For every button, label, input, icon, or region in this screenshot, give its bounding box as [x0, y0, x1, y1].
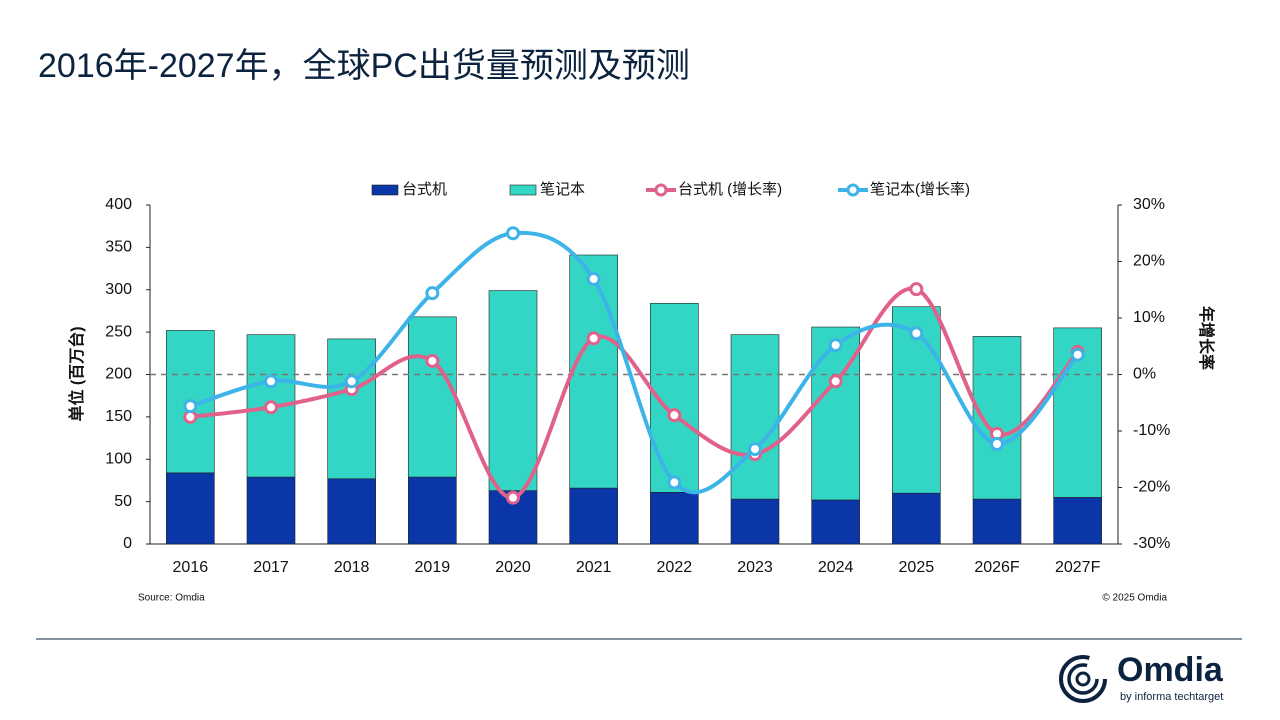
- y-tick-label: 400: [105, 196, 132, 213]
- y-tick-label: 50: [114, 493, 132, 510]
- bar: [327, 478, 376, 545]
- x-tick-label: 2023: [737, 559, 773, 576]
- legend-label: 笔记本(增长率): [870, 181, 970, 198]
- legend-swatch: [371, 184, 399, 196]
- x-tick-label: 2019: [415, 559, 451, 576]
- bar: [730, 498, 780, 545]
- bar: [408, 316, 457, 478]
- line-point: [828, 338, 843, 353]
- y2-tick-label: 0%: [1133, 366, 1156, 383]
- bar: [569, 487, 618, 545]
- bar: [327, 338, 376, 480]
- line-point: [264, 400, 278, 415]
- y2-tick-label: -20%: [1133, 479, 1170, 496]
- y-tick-label: 200: [105, 366, 132, 383]
- legend-label: 台式机 (增长率): [678, 181, 782, 198]
- y2-tick-label: 30%: [1133, 196, 1165, 213]
- x-tick-label: 2016: [173, 559, 209, 576]
- x-tick-label: 2022: [657, 559, 693, 576]
- line-point: [183, 399, 198, 414]
- line-point: [667, 475, 682, 490]
- bar: [246, 476, 296, 545]
- y-axis-label: 单位 (百万台): [67, 326, 86, 421]
- line-point: [425, 353, 440, 368]
- legend-label: 笔记本: [540, 181, 585, 198]
- line-point: [425, 286, 440, 301]
- copyright-note: © 2025 Omdia: [1102, 593, 1167, 604]
- logo-icon: [1059, 655, 1107, 703]
- x-tick-label: 2021: [576, 559, 612, 576]
- y2-tick-label: -10%: [1133, 422, 1170, 439]
- legend-swatch: [654, 183, 668, 197]
- line-point: [586, 272, 601, 287]
- x-tick-label: 2018: [334, 559, 370, 576]
- bar: [408, 476, 457, 545]
- x-tick-label: 2017: [253, 559, 289, 576]
- x-tick-label: 2024: [818, 559, 854, 576]
- chart-title: 2016年-2027年，全球PC出货量预测及预测: [38, 47, 690, 85]
- bar: [811, 326, 860, 501]
- x-tick-label: 2020: [495, 559, 531, 576]
- line-point: [667, 408, 682, 423]
- source-note: Source: Omdia: [138, 593, 205, 604]
- line-point: [990, 436, 1004, 451]
- bar: [972, 498, 1022, 545]
- x-tick-label: 2025: [899, 559, 935, 576]
- line-point: [586, 331, 601, 346]
- y2-tick-label: -30%: [1133, 535, 1170, 552]
- y-tick-label: 0: [123, 535, 132, 552]
- logo-tagline: by informa techtarget: [1120, 691, 1223, 703]
- bar: [892, 492, 941, 545]
- x-tick-label: 2027F: [1055, 559, 1101, 576]
- line-point: [909, 326, 924, 341]
- bar: [811, 499, 860, 545]
- line-point: [264, 374, 278, 389]
- line-point: [748, 442, 762, 457]
- x-tick-label: 2026F: [974, 559, 1020, 576]
- line-point: [506, 226, 520, 241]
- line-point: [506, 490, 520, 505]
- line-point: [1070, 347, 1085, 362]
- y2-axis-label: 年增长率: [1197, 306, 1216, 370]
- bar: [650, 492, 699, 545]
- y2-tick-label: 10%: [1133, 309, 1165, 326]
- y-tick-label: 150: [105, 408, 132, 425]
- line-point: [344, 374, 359, 389]
- bar: [730, 334, 780, 500]
- y-tick-label: 350: [105, 239, 132, 256]
- bar: [166, 472, 215, 545]
- y2-tick-label: 20%: [1133, 253, 1165, 270]
- y-tick-label: 300: [105, 281, 132, 298]
- y-tick-label: 100: [105, 450, 132, 467]
- bar: [1053, 497, 1102, 545]
- line-point: [909, 282, 924, 297]
- bar: [569, 254, 618, 489]
- legend-swatch: [509, 184, 537, 196]
- line: [190, 286, 1080, 500]
- y-tick-label: 250: [105, 323, 132, 340]
- logo-name: Omdia: [1117, 651, 1224, 689]
- legend-swatch: [846, 183, 860, 197]
- bar: [488, 290, 538, 491]
- legend-label: 台式机: [402, 181, 447, 198]
- line-point: [828, 374, 843, 389]
